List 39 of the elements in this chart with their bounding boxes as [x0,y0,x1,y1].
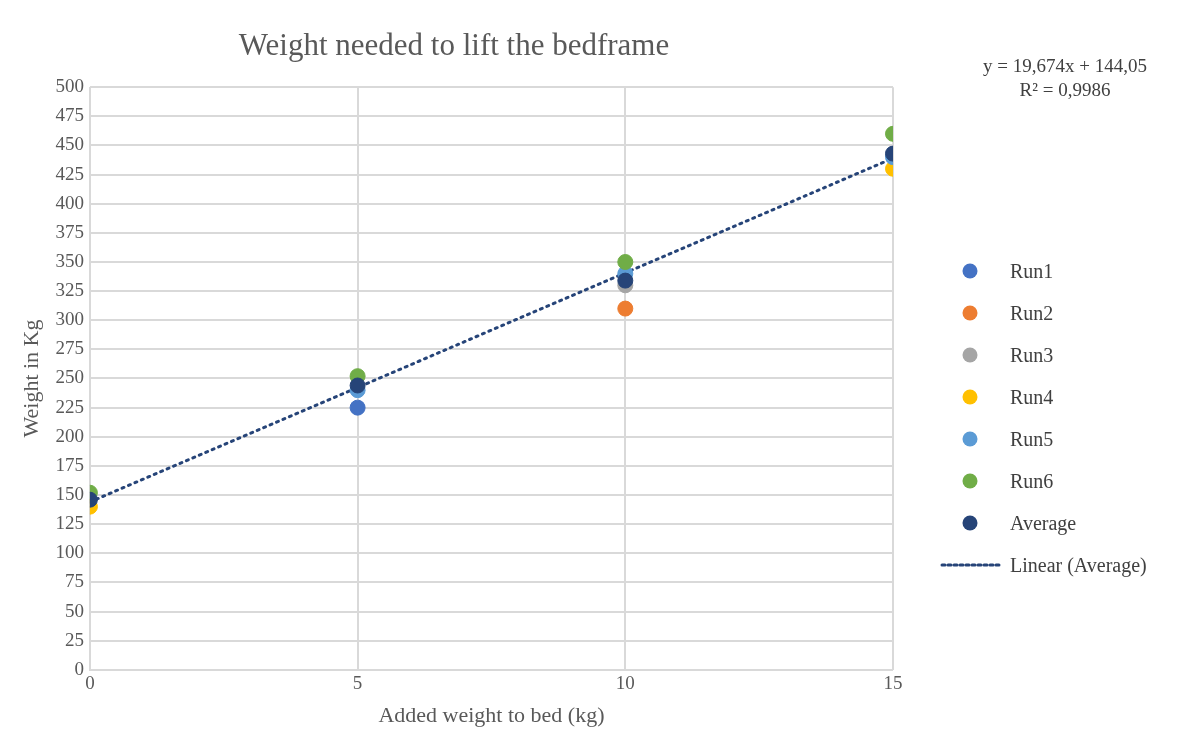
y-tick-label: 275 [55,337,84,359]
y-axis-title: Weight in Kg [17,319,43,438]
y-tick-label: 250 [55,366,84,388]
y-tick-label: 350 [55,249,84,271]
x-tick-label: 10 [615,672,635,694]
y-tick-label: 75 [64,570,84,592]
x-axis-title: Added weight to bed (kg) [378,701,605,727]
y-tick-label: 50 [64,599,84,621]
text: R² = 0,9986 [1019,78,1111,100]
y-tick-label: 175 [55,453,84,475]
legend-label: Run3 [1010,343,1054,367]
y-tick-label: 400 [55,191,84,213]
chart-title: Weight needed to lift the bedframe [238,26,670,62]
y-tick-label: 225 [55,395,84,417]
point [617,300,634,317]
legend-label: Linear (Average) [1010,553,1147,577]
point [349,399,366,416]
y-tick-label: 300 [55,308,84,330]
y-tick-label: 25 [64,628,84,650]
legend-label: Run1 [1010,259,1054,283]
y-tick-label: 125 [55,512,84,534]
y-tick-label: 0 [74,657,84,679]
y-tick-label: 500 [55,75,84,97]
y-tick-label: 425 [55,162,84,184]
y-tick-label: 200 [55,424,84,446]
x-tick-label: 15 [883,672,903,694]
y-tick-label: 450 [55,133,84,155]
legend-label: Average [1010,511,1077,535]
text: y = 19,674x + 144,05 [983,54,1147,76]
x-tick-label: 5 [352,672,363,694]
legend-label: Run2 [1010,301,1054,325]
legend-label: Run4 [1010,385,1054,409]
y-tick-label: 150 [55,483,84,504]
legend-label: Run6 [1010,469,1054,493]
legend-label: Run5 [1010,427,1054,451]
y-tick-label: 325 [55,279,84,301]
y-tick-label: 375 [55,220,84,242]
y-tick-label: 100 [55,541,84,563]
y-tick-label: 475 [55,104,84,126]
